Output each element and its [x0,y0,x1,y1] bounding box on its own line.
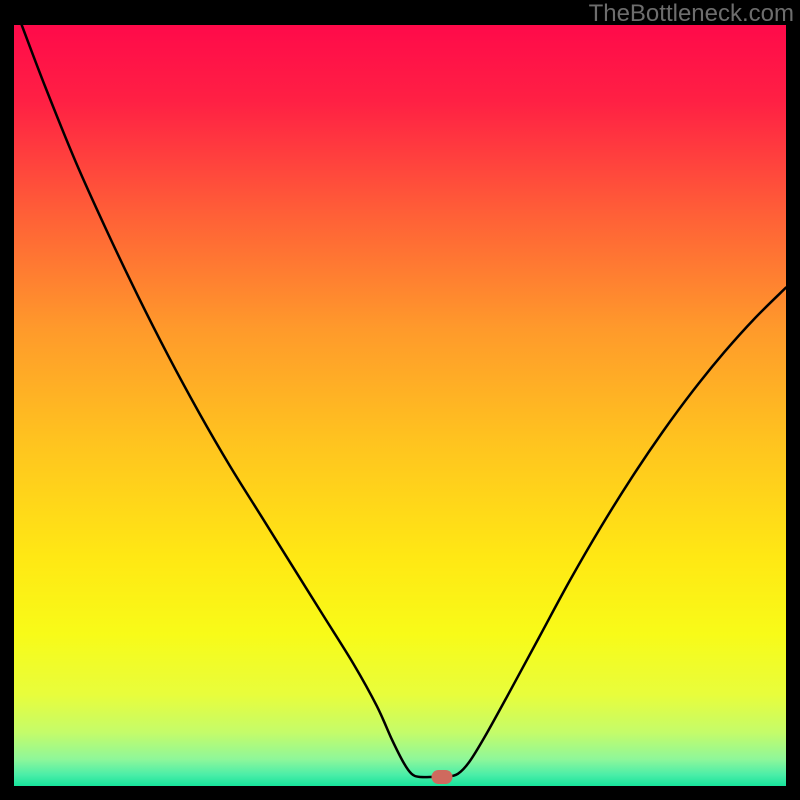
watermark-text: TheBottleneck.com [589,0,794,28]
optimal-point-marker [432,770,453,784]
bottleneck-curve [14,25,786,786]
chart-stage: TheBottleneck.com [0,0,800,800]
plot-area [14,25,786,786]
